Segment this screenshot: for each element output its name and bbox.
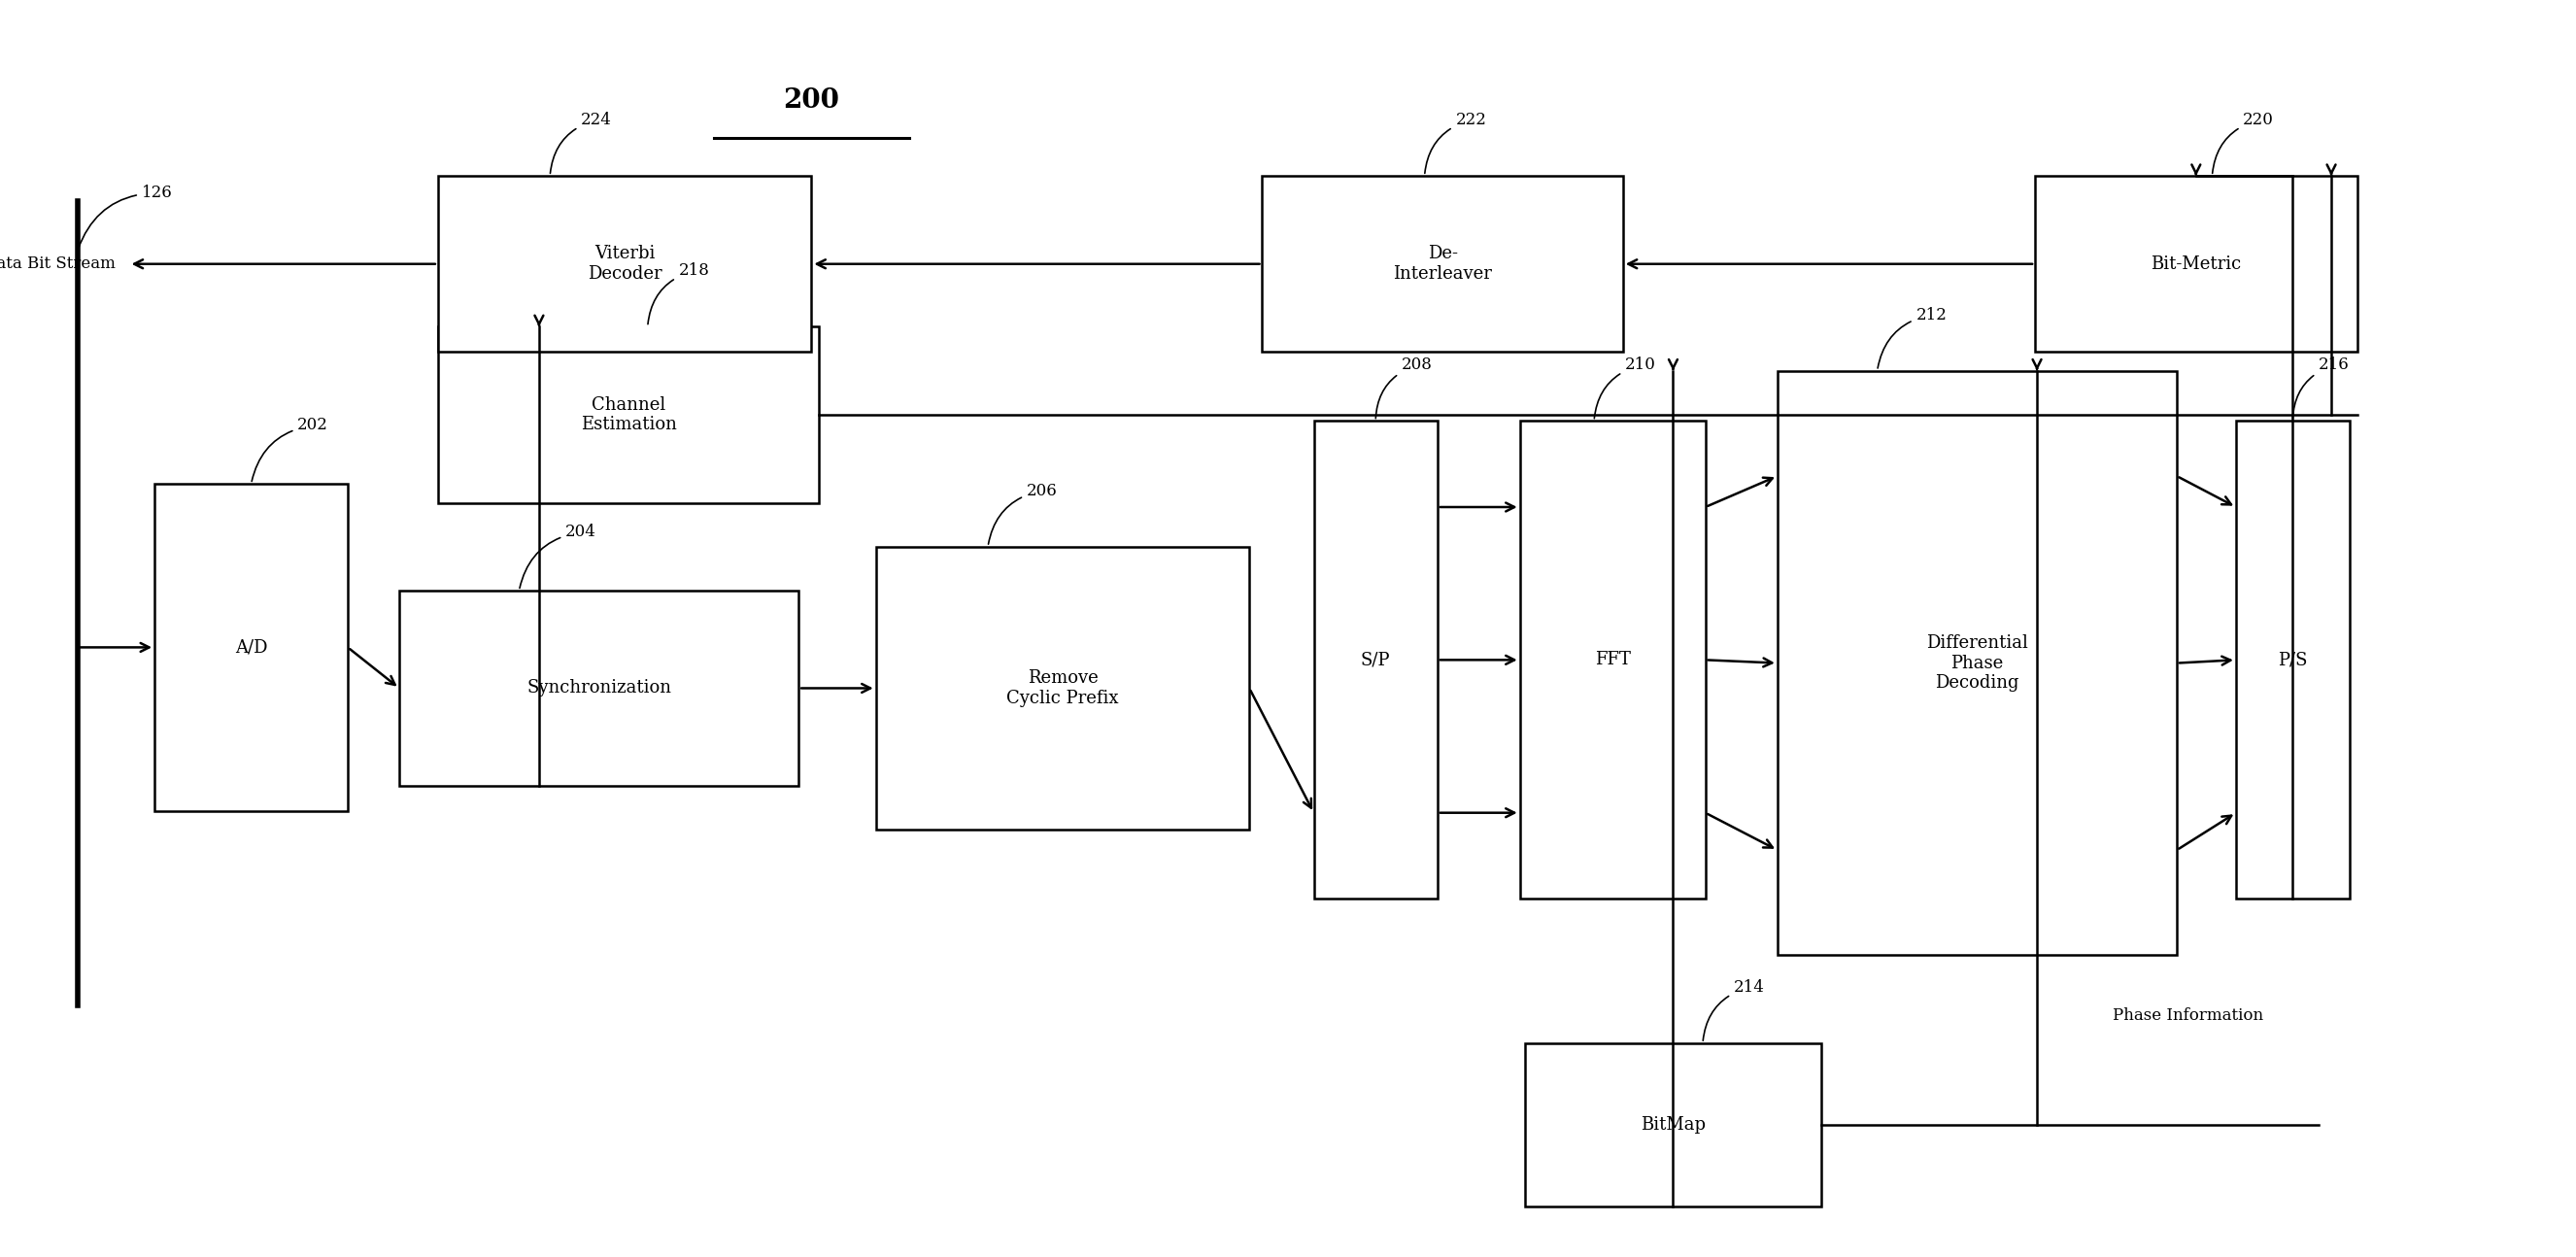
Text: P/S: P/S (2277, 651, 2308, 669)
Bar (155, 484, 348, 811)
Text: S/P: S/P (1360, 651, 1391, 669)
Text: 204: 204 (520, 524, 598, 588)
Bar (876, 547, 1249, 830)
Text: 208: 208 (1376, 357, 1432, 419)
Text: Differential
Phase
Decoding: Differential Phase Decoding (1927, 634, 2027, 693)
Text: 216: 216 (2293, 357, 2349, 419)
Text: 202: 202 (252, 417, 330, 481)
Text: 214: 214 (1703, 979, 1765, 1041)
Bar (438, 176, 811, 352)
Text: 220: 220 (2213, 112, 2275, 173)
Bar (1262, 176, 1623, 352)
Text: Remove
Cyclic Prefix: Remove Cyclic Prefix (1007, 670, 1118, 706)
Text: 206: 206 (989, 483, 1056, 544)
Text: 222: 222 (1425, 112, 1486, 173)
Bar (1525, 1043, 1821, 1207)
Bar (1314, 421, 1437, 899)
Text: 200: 200 (783, 88, 840, 113)
Text: Channel
Estimation: Channel Estimation (580, 396, 677, 434)
Text: FFT: FFT (1595, 651, 1631, 669)
Text: 212: 212 (1878, 307, 1947, 368)
Bar (2035, 176, 2357, 352)
Text: Synchronization: Synchronization (526, 680, 672, 696)
Bar (399, 591, 799, 786)
Text: Viterbi
Decoder: Viterbi Decoder (587, 245, 662, 283)
Bar (438, 327, 819, 503)
Text: 224: 224 (551, 112, 613, 173)
Bar (2236, 421, 2349, 899)
Text: Phase Information: Phase Information (2112, 1007, 2262, 1024)
Text: 210: 210 (1595, 357, 1656, 419)
Bar (1777, 371, 2177, 955)
Text: BitMap: BitMap (1641, 1116, 1705, 1134)
Text: A/D: A/D (234, 639, 268, 656)
Text: De-
Interleaver: De- Interleaver (1394, 245, 1492, 283)
Text: Bit-Metric: Bit-Metric (2151, 255, 2241, 273)
Bar (1520, 421, 1705, 899)
Text: 218: 218 (649, 263, 708, 324)
Text: 126: 126 (77, 185, 173, 249)
Text: Data Bit Stream: Data Bit Stream (0, 255, 116, 273)
